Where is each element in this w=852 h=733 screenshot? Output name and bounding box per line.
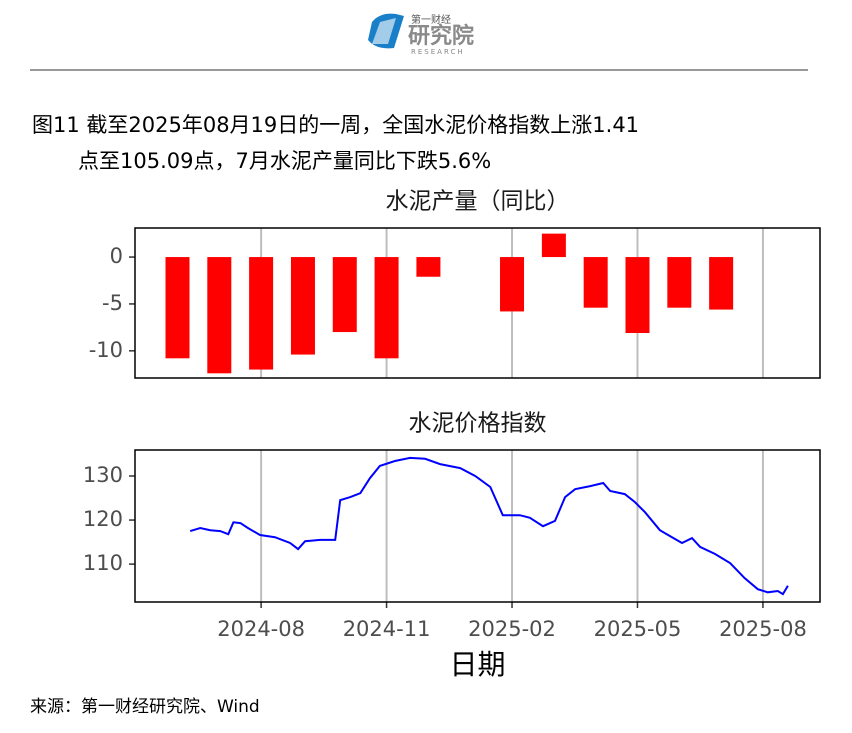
caption-line: 点至105.09点，7月水泥产量同比下跌5.6% [78,149,491,173]
bar [541,233,566,258]
source: 来源：第一财经研究院、Wind [30,697,260,717]
x-tick-label: 2024-08 [217,617,305,641]
panel-title: 水泥产量（同比） [386,189,570,215]
bar [583,257,608,308]
x-tick-label: 2025-08 [719,617,807,641]
bar [374,257,399,359]
logo-mark-inner [372,18,396,44]
logo: 第一财经 研究院 RESEARCH [368,13,474,56]
line-series [189,456,789,596]
caption-line: 图11 截至2025年08月19日的一周，全国水泥价格指数上涨1.41 [32,113,639,137]
y-tick-label: -10 [89,338,123,362]
bar [500,257,525,312]
panel-frame [134,227,821,379]
logo-top: 第一财经 [411,13,451,26]
bar [249,257,274,370]
x-tick-label: 2024-11 [343,617,431,641]
bar [290,257,315,355]
y-tick-label: 0 [110,244,123,268]
y-tick-label: -5 [102,291,123,315]
y-tick-label: 120 [83,507,123,531]
panel-frame [134,449,821,603]
bar [709,257,734,310]
bar [667,257,692,308]
bar [332,257,357,333]
bar [207,257,232,374]
x-tick-label: 2025-05 [594,617,682,641]
bar [165,257,190,359]
x-tick-label: 2025-02 [468,617,556,641]
logo-main: 研究院 [408,23,474,49]
y-tick-label: 130 [83,463,123,487]
bar [416,257,441,277]
logo-sub: RESEARCH [411,48,465,56]
panel-title: 水泥价格指数 [409,411,547,437]
y-tick-label: 110 [83,551,123,575]
x-axis-label: 日期 [449,648,505,681]
bar [625,257,650,333]
